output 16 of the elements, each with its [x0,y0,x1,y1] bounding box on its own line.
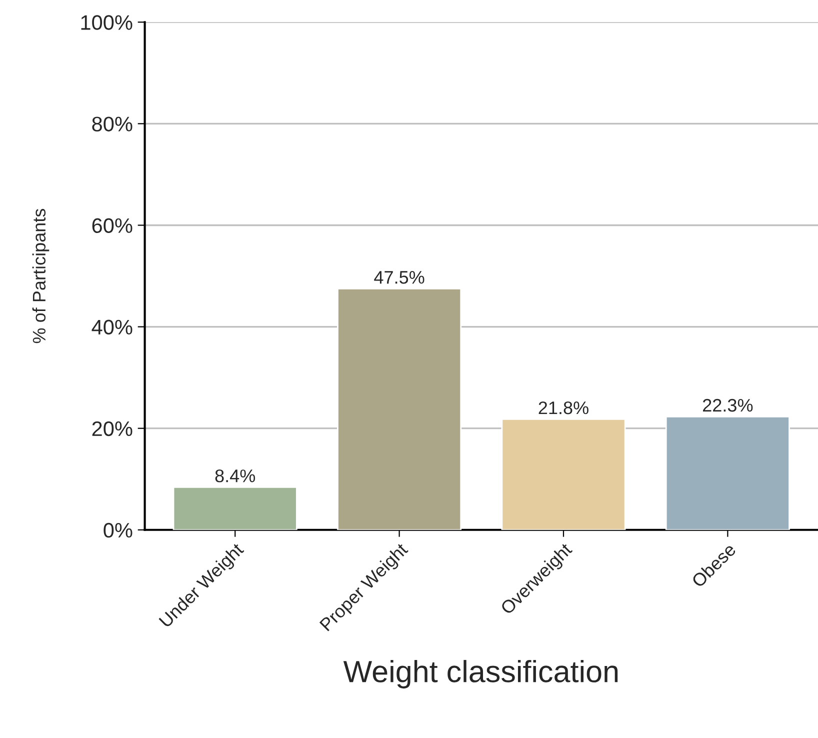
data-label: 22.3% [703,398,753,412]
y-tick-label: 20% [92,421,132,436]
bar [337,288,462,530]
bar [665,416,790,530]
y-tick-label: 60% [92,218,132,233]
data-label: 47.5% [374,271,424,284]
y-tick-label: 100% [81,15,132,30]
y-tick-label: 0% [104,522,132,538]
y-axis-title: % of Participants [32,208,50,344]
y-tick-label: 40% [92,320,132,335]
y-tick-label: 80% [92,116,132,132]
bar [172,486,298,530]
x-axis-title: Weight classification [343,660,618,688]
bar [501,418,626,530]
data-label: 8.4% [215,469,256,482]
data-label: 21.8% [538,401,588,414]
